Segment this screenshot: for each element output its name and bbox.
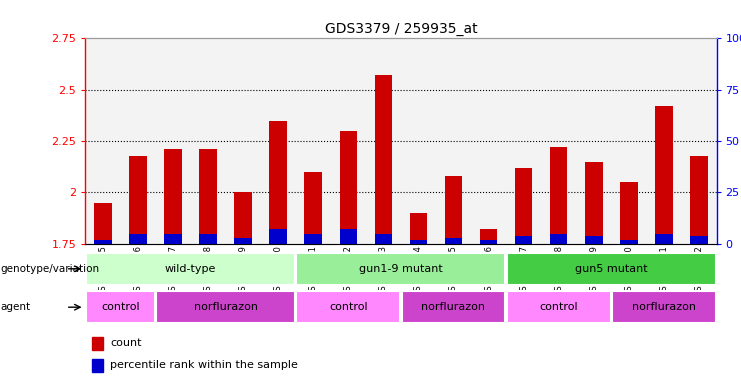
Bar bbox=[515, 236, 532, 244]
Bar bbox=[339, 230, 357, 244]
Bar bbox=[296, 38, 330, 244]
Bar bbox=[691, 236, 708, 244]
Bar bbox=[612, 291, 716, 323]
Bar bbox=[682, 38, 717, 244]
Bar bbox=[471, 38, 506, 244]
Bar bbox=[156, 38, 190, 244]
Bar bbox=[165, 149, 182, 244]
Text: wild-type: wild-type bbox=[165, 264, 216, 274]
Bar bbox=[691, 156, 708, 244]
Bar bbox=[339, 131, 357, 244]
Bar bbox=[550, 147, 568, 244]
Text: genotype/variation: genotype/variation bbox=[1, 264, 100, 274]
Bar bbox=[620, 182, 637, 244]
Bar bbox=[129, 233, 147, 244]
Bar bbox=[576, 38, 611, 244]
Bar bbox=[620, 240, 637, 244]
Bar bbox=[515, 168, 532, 244]
Bar bbox=[330, 38, 366, 244]
Bar bbox=[305, 233, 322, 244]
Text: percentile rank within the sample: percentile rank within the sample bbox=[110, 360, 299, 370]
Text: count: count bbox=[110, 338, 142, 348]
Title: GDS3379 / 259935_at: GDS3379 / 259935_at bbox=[325, 22, 477, 36]
Text: norflurazon: norflurazon bbox=[193, 302, 258, 312]
Text: norflurazon: norflurazon bbox=[632, 302, 696, 312]
Bar bbox=[507, 291, 611, 323]
Bar bbox=[199, 149, 216, 244]
Bar bbox=[92, 359, 103, 372]
Text: agent: agent bbox=[1, 302, 31, 312]
Bar bbox=[646, 38, 682, 244]
Text: gun1-9 mutant: gun1-9 mutant bbox=[359, 264, 443, 274]
Bar bbox=[374, 75, 392, 244]
Bar bbox=[92, 337, 103, 349]
Bar bbox=[270, 230, 287, 244]
Bar bbox=[234, 192, 252, 244]
Bar bbox=[94, 203, 111, 244]
Bar bbox=[199, 233, 216, 244]
Bar bbox=[120, 38, 156, 244]
Bar bbox=[86, 291, 155, 323]
Bar bbox=[261, 38, 296, 244]
Bar bbox=[305, 172, 322, 244]
Bar bbox=[94, 240, 111, 244]
Bar bbox=[129, 156, 147, 244]
Bar bbox=[85, 38, 120, 244]
Bar bbox=[585, 162, 602, 244]
Text: control: control bbox=[329, 302, 368, 312]
Bar bbox=[480, 240, 497, 244]
Text: norflurazon: norflurazon bbox=[422, 302, 485, 312]
Bar bbox=[480, 230, 497, 244]
Text: control: control bbox=[101, 302, 139, 312]
Bar bbox=[585, 236, 602, 244]
Bar bbox=[541, 38, 576, 244]
Bar bbox=[374, 233, 392, 244]
Bar bbox=[655, 233, 673, 244]
Bar bbox=[156, 291, 295, 323]
Bar bbox=[366, 38, 401, 244]
Bar bbox=[401, 38, 436, 244]
Bar bbox=[445, 176, 462, 244]
Bar bbox=[190, 38, 225, 244]
Text: gun5 mutant: gun5 mutant bbox=[575, 264, 648, 274]
Bar bbox=[296, 291, 400, 323]
Bar bbox=[270, 121, 287, 244]
Bar bbox=[234, 238, 252, 244]
Text: control: control bbox=[539, 302, 578, 312]
Bar bbox=[225, 38, 261, 244]
Bar bbox=[86, 253, 295, 285]
Bar bbox=[445, 238, 462, 244]
Bar bbox=[655, 106, 673, 244]
Bar bbox=[165, 233, 182, 244]
Bar bbox=[410, 213, 427, 244]
Bar bbox=[402, 291, 505, 323]
Bar bbox=[550, 233, 568, 244]
Bar bbox=[507, 253, 716, 285]
Bar bbox=[296, 253, 505, 285]
Bar bbox=[410, 240, 427, 244]
Bar bbox=[436, 38, 471, 244]
Bar bbox=[611, 38, 646, 244]
Bar bbox=[506, 38, 541, 244]
